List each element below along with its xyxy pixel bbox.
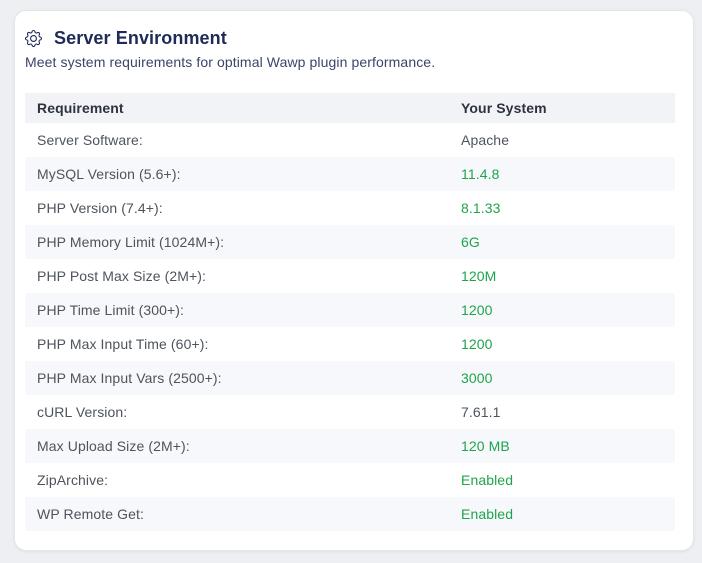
table-row: Server Software: Apache (25, 123, 675, 157)
table-header: Requirement Your System (25, 93, 675, 123)
gear-icon (25, 30, 42, 47)
requirements-table-body: Server Software: Apache MySQL Version (5.6… (25, 123, 675, 531)
requirements-table: Requirement Your System Server Software:… (25, 93, 675, 531)
table-row: PHP Version (7.4+): 8.1.33 (25, 191, 675, 225)
title-row: Server Environment (25, 28, 673, 49)
column-your-system: Your System (449, 93, 675, 123)
system-value: 11.4.8 (461, 166, 500, 182)
table-row: Max Upload Size (2M+): 120 MB (25, 429, 675, 463)
table-row: MySQL Version (5.6+): 11.4.8 (25, 157, 675, 191)
system-value: 1200 (461, 336, 493, 352)
requirement-label: MySQL Version (5.6+): (37, 166, 181, 182)
requirement-label: PHP Post Max Size (2M+): (37, 268, 207, 284)
requirement-label: ZipArchive: (37, 472, 109, 488)
system-value: Enabled (461, 472, 514, 488)
requirement-label: PHP Max Input Vars (2500+): (37, 370, 222, 386)
requirement-label: PHP Time Limit (300+): (37, 302, 185, 318)
system-value: 120 MB (461, 438, 510, 454)
system-value: 6G (461, 234, 480, 250)
table-header-row: Requirement Your System (25, 93, 675, 123)
column-requirement: Requirement (25, 93, 449, 123)
system-value: Apache (461, 132, 510, 148)
table-row: PHP Time Limit (300+): 1200 (25, 293, 675, 327)
page-title: Server Environment (54, 28, 227, 48)
requirement-label: PHP Max Input Time (60+): (37, 336, 209, 352)
page-subtitle: Meet system requirements for optimal Waw… (25, 54, 436, 70)
system-value: 8.1.33 (461, 200, 501, 216)
system-value: Enabled (461, 506, 514, 522)
table-row: PHP Memory Limit (1024M+): 6G (25, 225, 675, 259)
table-row: WP Remote Get: Enabled (25, 497, 675, 531)
requirement-label: PHP Memory Limit (1024M+): (37, 234, 225, 250)
requirement-label: WP Remote Get: (37, 506, 144, 522)
system-value: 1200 (461, 302, 493, 318)
system-value: 120M (461, 268, 497, 284)
table-row: PHP Post Max Size (2M+): 120M (25, 259, 675, 293)
requirement-label: PHP Version (7.4+): (37, 200, 163, 216)
system-value: 3000 (461, 370, 493, 386)
table-row: cURL Version: 7.61.1 (25, 395, 675, 429)
table-row: ZipArchive: Enabled (25, 463, 675, 497)
server-environment-card: Server Environment Meet system requireme… (14, 10, 694, 551)
table-row: PHP Max Input Time (60+): 1200 (25, 327, 675, 361)
requirement-label: Max Upload Size (2M+): (37, 438, 190, 454)
card-header: Server Environment Meet system requireme… (25, 21, 673, 70)
table-row: PHP Max Input Vars (2500+): 3000 (25, 361, 675, 395)
requirement-label: Server Software: (37, 132, 143, 148)
requirement-label: cURL Version: (37, 404, 128, 420)
system-value: 7.61.1 (461, 404, 501, 420)
